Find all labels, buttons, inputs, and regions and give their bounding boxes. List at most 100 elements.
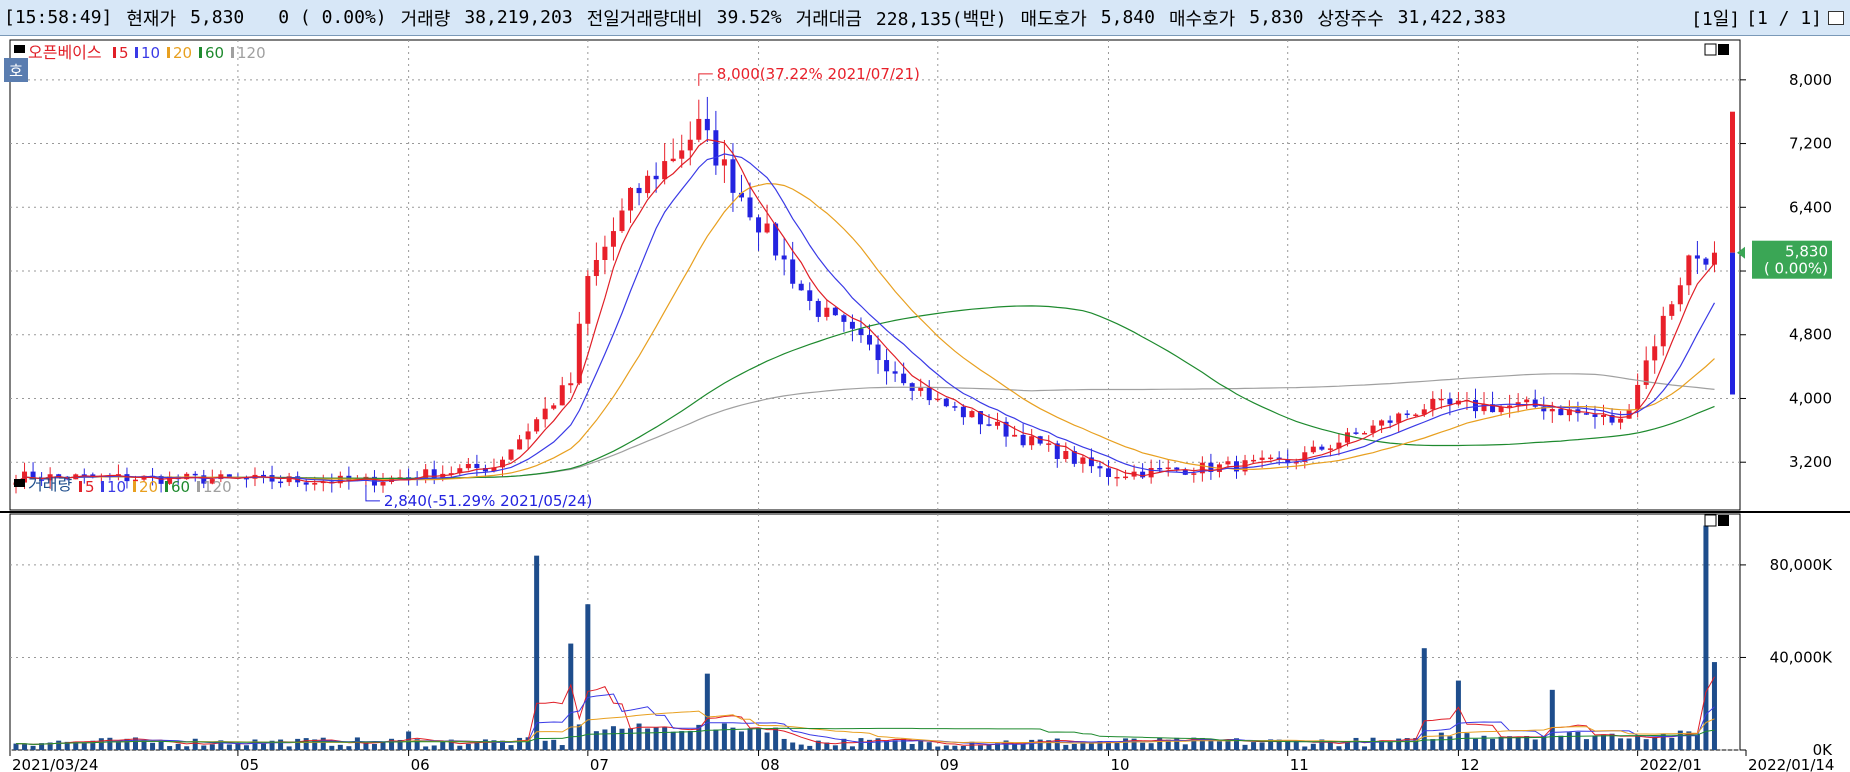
volume-bar <box>235 744 241 750</box>
candle-body <box>1037 436 1043 444</box>
x-tick-label: 09 <box>940 756 959 772</box>
high-annotation-line <box>698 73 713 86</box>
volume-bar <box>1507 736 1513 750</box>
ma5-line <box>15 138 1715 484</box>
volume-bar <box>1626 738 1632 750</box>
candle-body <box>943 398 949 407</box>
volume-bar <box>363 742 369 750</box>
volume-bar <box>1080 741 1086 750</box>
volume-axis-label: 80,000K <box>1770 556 1833 574</box>
candle-body <box>1618 418 1624 423</box>
x-tick-label: 2021/03/24 <box>12 756 98 772</box>
volume-bar <box>636 723 642 750</box>
volume-bar <box>576 724 582 750</box>
volume-bar <box>286 746 292 750</box>
volume-bar <box>1515 736 1521 750</box>
candle-body <box>679 150 685 159</box>
x-tick-label: 2022/01 <box>1640 756 1702 772</box>
period-button[interactable]: [1일] <box>1691 9 1741 30</box>
candle-body <box>482 468 488 472</box>
volume-bar <box>773 727 779 750</box>
volume-bar <box>969 741 975 750</box>
volume-bar <box>1234 738 1240 750</box>
volume-pane-frame <box>9 513 1741 751</box>
volume-bar <box>1447 736 1453 750</box>
volume-bar <box>1438 732 1444 750</box>
volume-bar <box>1635 735 1641 750</box>
candle-body <box>312 483 318 485</box>
volume-bar <box>764 732 770 750</box>
volume-bar <box>1105 742 1111 750</box>
price-axis-label: 4,800 <box>1789 326 1832 344</box>
candle-body <box>209 479 215 484</box>
candle-body <box>1157 467 1163 470</box>
volume-bar <box>124 738 130 750</box>
x-tick-label: 05 <box>240 756 259 772</box>
candle-body <box>773 223 779 256</box>
volume-bar <box>986 744 992 750</box>
volume-bar <box>696 724 702 750</box>
volume-bar <box>1165 739 1171 750</box>
volume-bar <box>841 738 847 750</box>
volume-bar <box>1182 744 1188 750</box>
volume-axis-label: 40,000K <box>1770 648 1833 666</box>
volume-legend-swatch <box>197 481 200 492</box>
volume-bar <box>1259 742 1265 750</box>
price-legend-swatch <box>135 47 138 58</box>
volume-bar <box>132 737 138 750</box>
candle-body <box>440 473 446 479</box>
price-legend-swatch <box>113 47 116 58</box>
volume-bar <box>645 728 651 750</box>
volume-bar <box>1592 735 1598 750</box>
volume-bar <box>1686 731 1692 750</box>
price-badge-change: ( 0.00%) <box>1764 260 1828 278</box>
volume-bar <box>1123 738 1129 750</box>
volume-bar <box>1319 739 1325 750</box>
candle-body <box>1003 421 1009 437</box>
range-bar-up <box>1730 111 1735 253</box>
candle-body <box>867 335 872 345</box>
candle-body <box>1660 315 1666 347</box>
volume-bar <box>1618 738 1624 750</box>
volume-bar <box>329 745 335 750</box>
volume-bar <box>1481 735 1487 750</box>
candle-body <box>380 481 386 486</box>
ask-label: 매도호가 <box>1020 8 1087 30</box>
candle-body <box>1063 451 1069 459</box>
volume-bar <box>243 745 249 750</box>
candle-body <box>1259 457 1265 460</box>
volume-bar <box>713 729 719 750</box>
candle-body <box>1507 405 1513 408</box>
candle-body <box>1387 420 1393 423</box>
candle-body <box>960 406 966 418</box>
volume-legend-swatch <box>79 481 82 492</box>
volume-bar <box>1703 525 1709 750</box>
price-axis-label: 4,000 <box>1789 389 1832 407</box>
volume-bar <box>1404 738 1410 750</box>
volume-bar <box>1353 737 1359 750</box>
candle-body <box>278 481 284 484</box>
volume-bar <box>1191 737 1197 750</box>
candle-body <box>1268 457 1274 460</box>
volume-title: 거래량 <box>28 475 72 494</box>
volume-bar <box>892 740 898 750</box>
volume-bar <box>1490 738 1496 750</box>
candle-body <box>935 398 941 401</box>
amount-value: 228,135(백만) <box>875 8 1007 30</box>
candle-body <box>602 246 608 261</box>
prev-volume-ratio: 39.52% <box>716 7 782 28</box>
restore-window-icon[interactable] <box>1828 11 1844 25</box>
volume-bar <box>448 739 454 750</box>
volume-bar <box>474 742 480 750</box>
volume-bar <box>226 744 232 750</box>
volume-bar <box>1216 741 1222 750</box>
volume-bar <box>628 728 634 750</box>
candle-body <box>730 159 736 193</box>
volume-bar <box>1370 737 1376 750</box>
volume-bar <box>499 740 505 750</box>
candle-body <box>1652 346 1658 361</box>
candle-body <box>610 231 616 247</box>
volume-bar <box>491 740 497 750</box>
candle-body <box>977 411 983 425</box>
volume-bar <box>346 746 352 750</box>
